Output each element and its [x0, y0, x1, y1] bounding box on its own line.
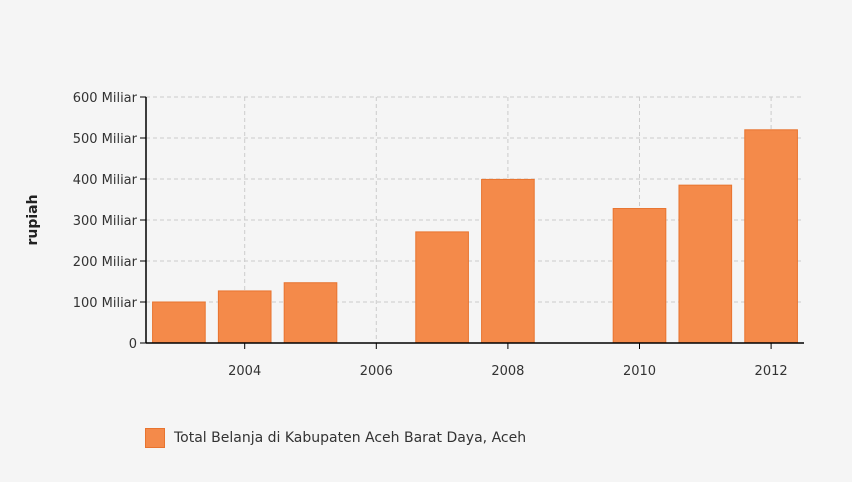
- x-tick-label-2: 2008: [491, 364, 524, 379]
- bar-2005[interactable]: [283, 282, 338, 344]
- legend-swatch: [145, 428, 165, 448]
- bar-2004[interactable]: [217, 290, 272, 344]
- bar-2010[interactable]: [612, 208, 667, 344]
- legend-label: Total Belanja di Kabupaten Aceh Barat Da…: [174, 430, 527, 446]
- y-tick-label-0: 0: [129, 337, 137, 352]
- bar-2008[interactable]: [481, 178, 535, 344]
- y-tick-label-6: 600 Miliar: [73, 91, 138, 106]
- x-tick-label-0: 2004: [228, 364, 261, 379]
- bar-2011[interactable]: [678, 184, 733, 344]
- y-tick-label-1: 100 Miliar: [73, 296, 138, 311]
- bars: [152, 129, 798, 344]
- y-tick-label-4: 400 Miliar: [73, 173, 138, 188]
- y-tick-label-3: 300 Miliar: [73, 214, 138, 229]
- bar-2012[interactable]: [744, 129, 798, 344]
- axes: [140, 96, 804, 349]
- x-tick-label-1: 2006: [360, 364, 393, 379]
- x-tick-label-4: 2012: [755, 364, 788, 379]
- bar-2007[interactable]: [415, 231, 469, 344]
- y-tick-label-2: 200 Miliar: [73, 255, 138, 270]
- x-tick-label-3: 2010: [623, 364, 656, 379]
- y-tick-label-5: 500 Miliar: [73, 132, 138, 147]
- tick-labels: 0 100 Miliar 200 Miliar 300 Miliar 400 Milia…: [73, 91, 788, 379]
- legend[interactable]: Total Belanja di Kabupaten Aceh Barat Da…: [145, 428, 526, 448]
- bar-2003[interactable]: [152, 301, 206, 344]
- y-axis-label: rupiah: [25, 194, 41, 245]
